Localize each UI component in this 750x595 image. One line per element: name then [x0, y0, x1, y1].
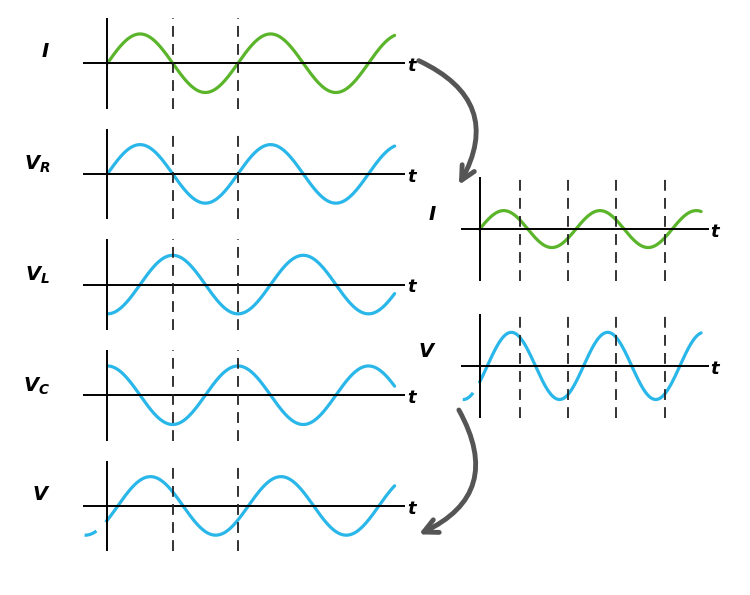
Text: $\bfit{t}$: $\bfit{t}$ [710, 360, 722, 378]
Text: $\bfit{t}$: $\bfit{t}$ [406, 278, 418, 296]
Text: $\bfit{t}$: $\bfit{t}$ [406, 57, 418, 75]
Text: $\bfit{t}$: $\bfit{t}$ [406, 168, 418, 186]
FancyArrowPatch shape [419, 61, 476, 180]
Text: $\bfit{V}_{\bfit{L}}$: $\bfit{V}_{\bfit{L}}$ [26, 265, 50, 286]
Text: $\bfit{V}_{\bfit{C}}$: $\bfit{V}_{\bfit{C}}$ [23, 375, 50, 397]
Text: $\bfit{I}$: $\bfit{I}$ [41, 43, 50, 61]
Text: $\bfit{V}$: $\bfit{V}$ [419, 343, 436, 361]
Text: $\bfit{I}$: $\bfit{I}$ [427, 206, 436, 224]
Text: $\bfit{V}$: $\bfit{V}$ [32, 486, 50, 504]
Text: $\bfit{t}$: $\bfit{t}$ [406, 389, 418, 407]
Text: $\bfit{t}$: $\bfit{t}$ [710, 223, 722, 241]
Text: $\bfit{V}_{\bfit{R}}$: $\bfit{V}_{\bfit{R}}$ [24, 154, 50, 176]
Text: $\bfit{t}$: $\bfit{t}$ [406, 500, 418, 518]
FancyArrowPatch shape [424, 410, 476, 533]
